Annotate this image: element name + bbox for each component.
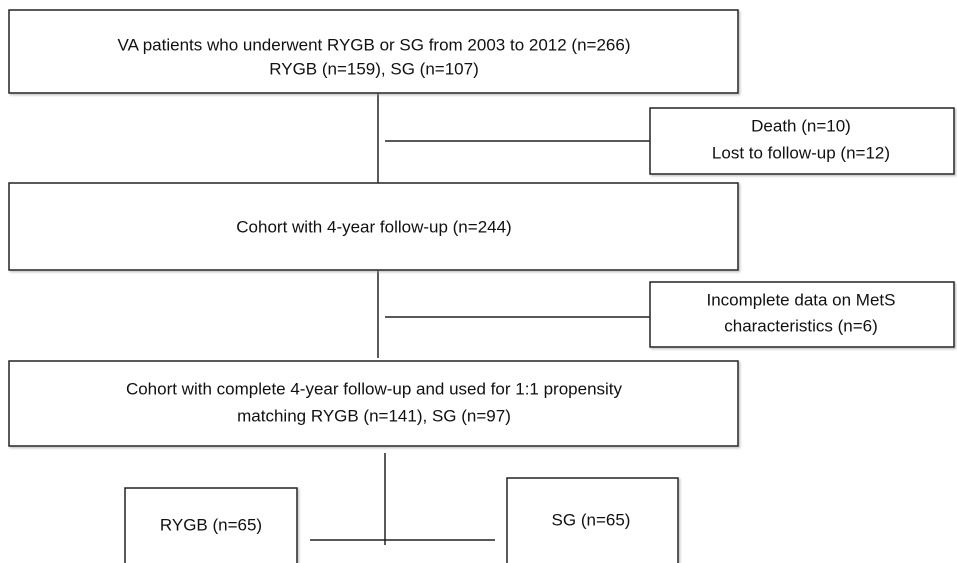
box-text: RYGB (n=159), SG (n=107) [269,59,478,78]
box [8,9,739,94]
box [649,107,955,175]
box [506,477,679,563]
box-text: Death (n=10) [751,116,851,135]
box-text: SG (n=65) [552,510,631,529]
box-text: Cohort with complete 4-year follow-up an… [126,379,623,398]
box-text: VA patients who underwent RYGB or SG fro… [118,35,631,54]
box-text: RYGB (n=65) [160,515,262,534]
box [8,360,739,447]
box [8,182,739,271]
box-text: Incomplete data on MetS [706,290,895,309]
box-text: Cohort with 4-year follow-up (n=244) [236,217,511,236]
box [649,281,955,348]
box-text: matching RYGB (n=141), SG (n=97) [237,406,511,425]
box-text: characteristics (n=6) [724,316,878,335]
box [124,487,298,563]
box-text: Lost to follow-up (n=12) [712,143,890,162]
